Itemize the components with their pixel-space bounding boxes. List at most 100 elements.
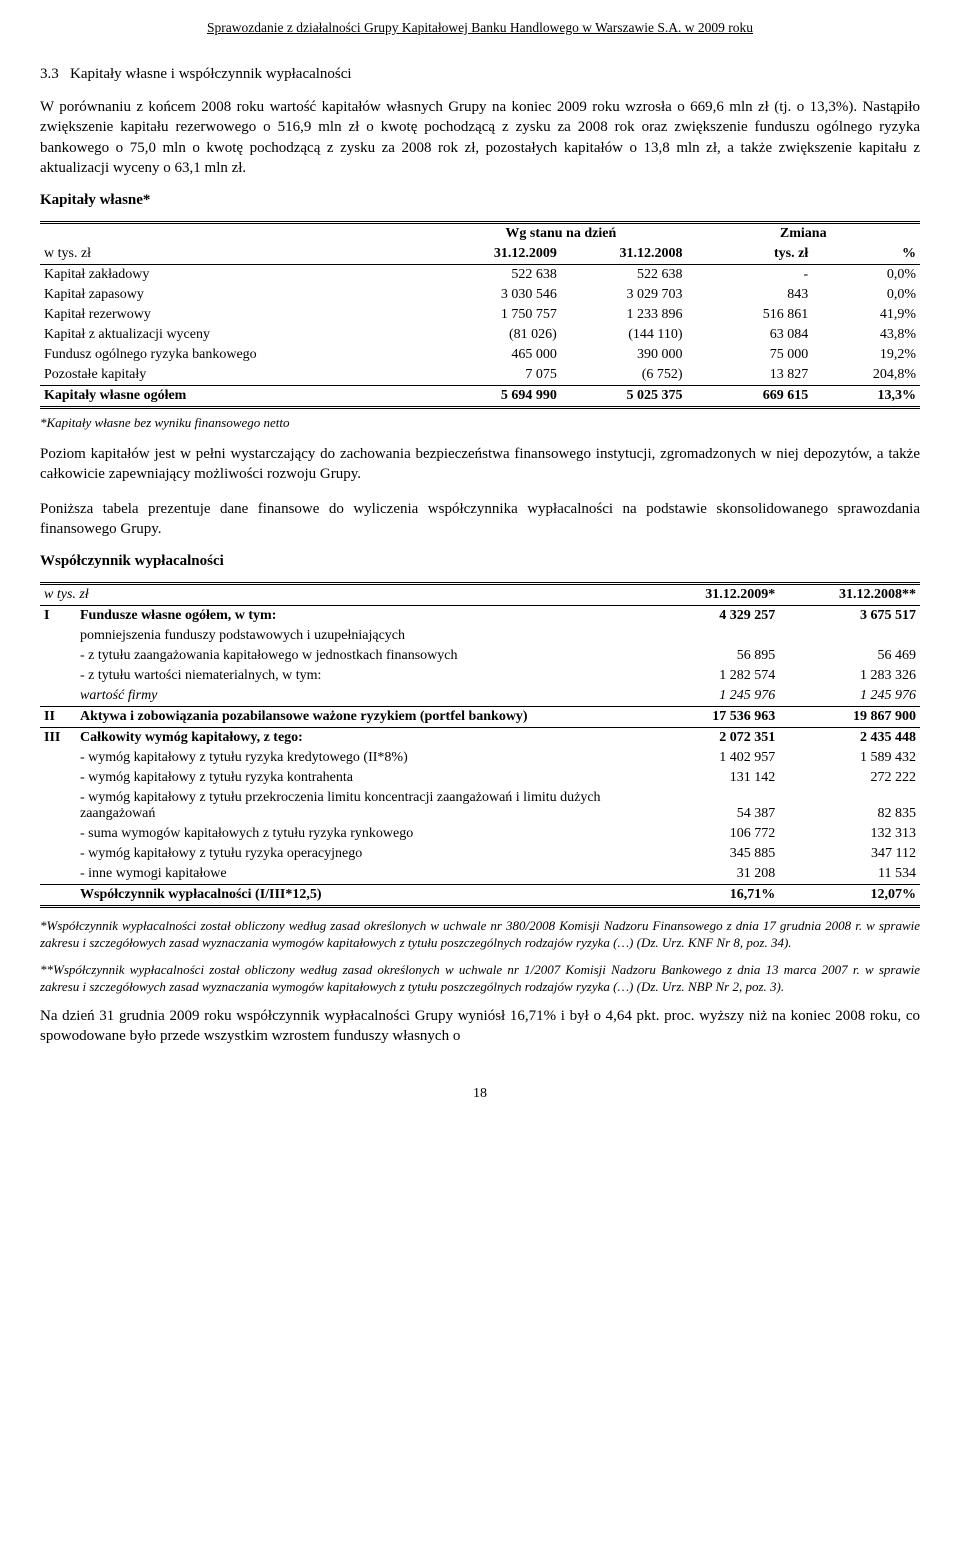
cell-value: 82 835: [779, 788, 920, 824]
cell-label: - z tytułu zaangażowania kapitałowego w …: [76, 646, 638, 666]
cell-value: 0,0%: [812, 285, 920, 305]
table-row: - wymóg kapitałowy z tytułu przekroczeni…: [40, 788, 920, 824]
cell-value: 1 233 896: [561, 305, 687, 325]
table1-col-zmiana: Zmiana: [687, 223, 920, 245]
table-row: Kapitał zapasowy3 030 5463 029 7038430,0…: [40, 285, 920, 305]
cell-value: 3 030 546: [435, 285, 561, 305]
roman-numeral: [40, 788, 76, 824]
table2-header-row: w tys. zł 31.12.2009* 31.12.2008**: [40, 584, 920, 606]
cell-value: 7 075: [435, 365, 561, 386]
roman-numeral: I: [40, 606, 76, 627]
table-row: pomniejszenia funduszy podstawowych i uz…: [40, 626, 920, 646]
table-kapitaly-wlasne: Wg stanu na dzień Zmiana w tys. zł 31.12…: [40, 221, 920, 409]
cell-label: - wymóg kapitałowy z tytułu ryzyka kontr…: [76, 768, 638, 788]
table-row: - wymóg kapitałowy z tytułu ryzyka kontr…: [40, 768, 920, 788]
table2-title: Współczynnik wypłacalności: [40, 553, 920, 570]
roman-numeral: [40, 646, 76, 666]
table-row: Pozostałe kapitały7 075(6 752)13 827204,…: [40, 365, 920, 386]
cell-label: Współczynnik wypłacalności (I/III*12,5): [76, 885, 638, 907]
cell-value: 19 867 900: [779, 707, 920, 728]
page-container: Sprawozdanie z działalności Grupy Kapita…: [0, 0, 960, 1142]
cell-value: [638, 626, 779, 646]
cell-label: Pozostałe kapitały: [40, 365, 435, 386]
cell-value: 345 885: [638, 844, 779, 864]
cell-value: 63 084: [687, 325, 813, 345]
cell-value: 19,2%: [812, 345, 920, 365]
table1-col-2008: 31.12.2008: [561, 244, 687, 265]
cell-value: 56 895: [638, 646, 779, 666]
cell-value: 843: [687, 285, 813, 305]
paragraph-4: Na dzień 31 grudnia 2009 roku współczynn…: [40, 1006, 920, 1047]
cell-label: Kapitał rezerwowy: [40, 305, 435, 325]
cell-value: 12,07%: [779, 885, 920, 907]
table-row: - wymóg kapitałowy z tytułu ryzyka kredy…: [40, 748, 920, 768]
cell-value: (81 026): [435, 325, 561, 345]
roman-numeral: II: [40, 707, 76, 728]
table1-total-v4: 13,3%: [812, 386, 920, 408]
cell-value: 465 000: [435, 345, 561, 365]
table-total-row: Współczynnik wypłacalności (I/III*12,5) 1…: [40, 885, 920, 907]
cell-value: 1 283 326: [779, 666, 920, 686]
paragraph-3: Poniższa tabela prezentuje dane finansow…: [40, 499, 920, 540]
cell-value: 54 387: [638, 788, 779, 824]
table2-row-header: w tys. zł: [40, 584, 638, 606]
cell-value: 1 245 976: [638, 686, 779, 707]
cell-label: - z tytułu wartości niematerialnych, w t…: [76, 666, 638, 686]
cell-value: 0,0%: [812, 265, 920, 286]
table-row: - wymóg kapitałowy z tytułu ryzyka opera…: [40, 844, 920, 864]
cell-value: 17 536 963: [638, 707, 779, 728]
table1-title: Kapitały własne*: [40, 192, 920, 209]
table1-total-label: Kapitały własne ogółem: [40, 386, 435, 408]
cell-value: 106 772: [638, 824, 779, 844]
table-row: IFundusze własne ogółem, w tym:4 329 257…: [40, 606, 920, 627]
cell-value: (6 752): [561, 365, 687, 386]
roman-numeral: [40, 824, 76, 844]
table1-total-v2: 5 025 375: [561, 386, 687, 408]
cell-value: 1 245 976: [779, 686, 920, 707]
cell-value: 522 638: [435, 265, 561, 286]
cell-label: Kapitał zapasowy: [40, 285, 435, 305]
table1-col-tys: tys. zł: [687, 244, 813, 265]
table1-header-row1: Wg stanu na dzień Zmiana: [40, 223, 920, 245]
cell-value: 1 750 757: [435, 305, 561, 325]
table-row: Kapitał zakładowy522 638522 638-0,0%: [40, 265, 920, 286]
roman-numeral: [40, 844, 76, 864]
table2-col-2008: 31.12.2008**: [779, 584, 920, 606]
roman-numeral: [40, 748, 76, 768]
cell-label: pomniejszenia funduszy podstawowych i uz…: [76, 626, 638, 646]
cell-label: Fundusz ogólnego ryzyka bankowego: [40, 345, 435, 365]
cell-label: wartość firmy: [76, 686, 638, 707]
roman-numeral: [40, 626, 76, 646]
cell-label: - suma wymogów kapitałowych z tytułu ryz…: [76, 824, 638, 844]
cell-value: 347 112: [779, 844, 920, 864]
cell-value: 43,8%: [812, 325, 920, 345]
roman-numeral: [40, 864, 76, 885]
cell-value: 204,8%: [812, 365, 920, 386]
cell-label: Aktywa i zobowiązania pozabilansowe ważo…: [76, 707, 638, 728]
cell-label: Kapitał z aktualizacji wyceny: [40, 325, 435, 345]
footnote-1: *Współczynnik wypłacalności został oblic…: [40, 918, 920, 952]
table-row: IIICałkowity wymóg kapitałowy, z tego:2 …: [40, 728, 920, 749]
cell-value: 2 072 351: [638, 728, 779, 749]
running-header: Sprawozdanie z działalności Grupy Kapita…: [40, 20, 920, 36]
cell-value: 3 029 703: [561, 285, 687, 305]
table-row: - suma wymogów kapitałowych z tytułu ryz…: [40, 824, 920, 844]
cell-value: 522 638: [561, 265, 687, 286]
cell-label: Fundusze własne ogółem, w tym:: [76, 606, 638, 627]
cell-value: 56 469: [779, 646, 920, 666]
roman-numeral: [40, 666, 76, 686]
table1-header-row2: w tys. zł 31.12.2009 31.12.2008 tys. zł …: [40, 244, 920, 265]
table-row: wartość firmy1 245 9761 245 976: [40, 686, 920, 707]
table1-col-wg-stanu: Wg stanu na dzień: [435, 223, 686, 245]
table-row: - z tytułu wartości niematerialnych, w t…: [40, 666, 920, 686]
table-row: - inne wymogi kapitałowe31 20811 534: [40, 864, 920, 885]
cell-value: 4 329 257: [638, 606, 779, 627]
table-row: Fundusz ogólnego ryzyka bankowego465 000…: [40, 345, 920, 365]
cell-value: 272 222: [779, 768, 920, 788]
cell-label: - wymóg kapitałowy z tytułu przekroczeni…: [76, 788, 638, 824]
cell-value: (144 110): [561, 325, 687, 345]
table-wspolczynnik: w tys. zł 31.12.2009* 31.12.2008** IFund…: [40, 582, 920, 908]
table-row: Kapitał rezerwowy1 750 7571 233 896516 8…: [40, 305, 920, 325]
table-row: - z tytułu zaangażowania kapitałowego w …: [40, 646, 920, 666]
table1-footnote: *Kapitały własne bez wyniku finansowego …: [40, 415, 920, 431]
